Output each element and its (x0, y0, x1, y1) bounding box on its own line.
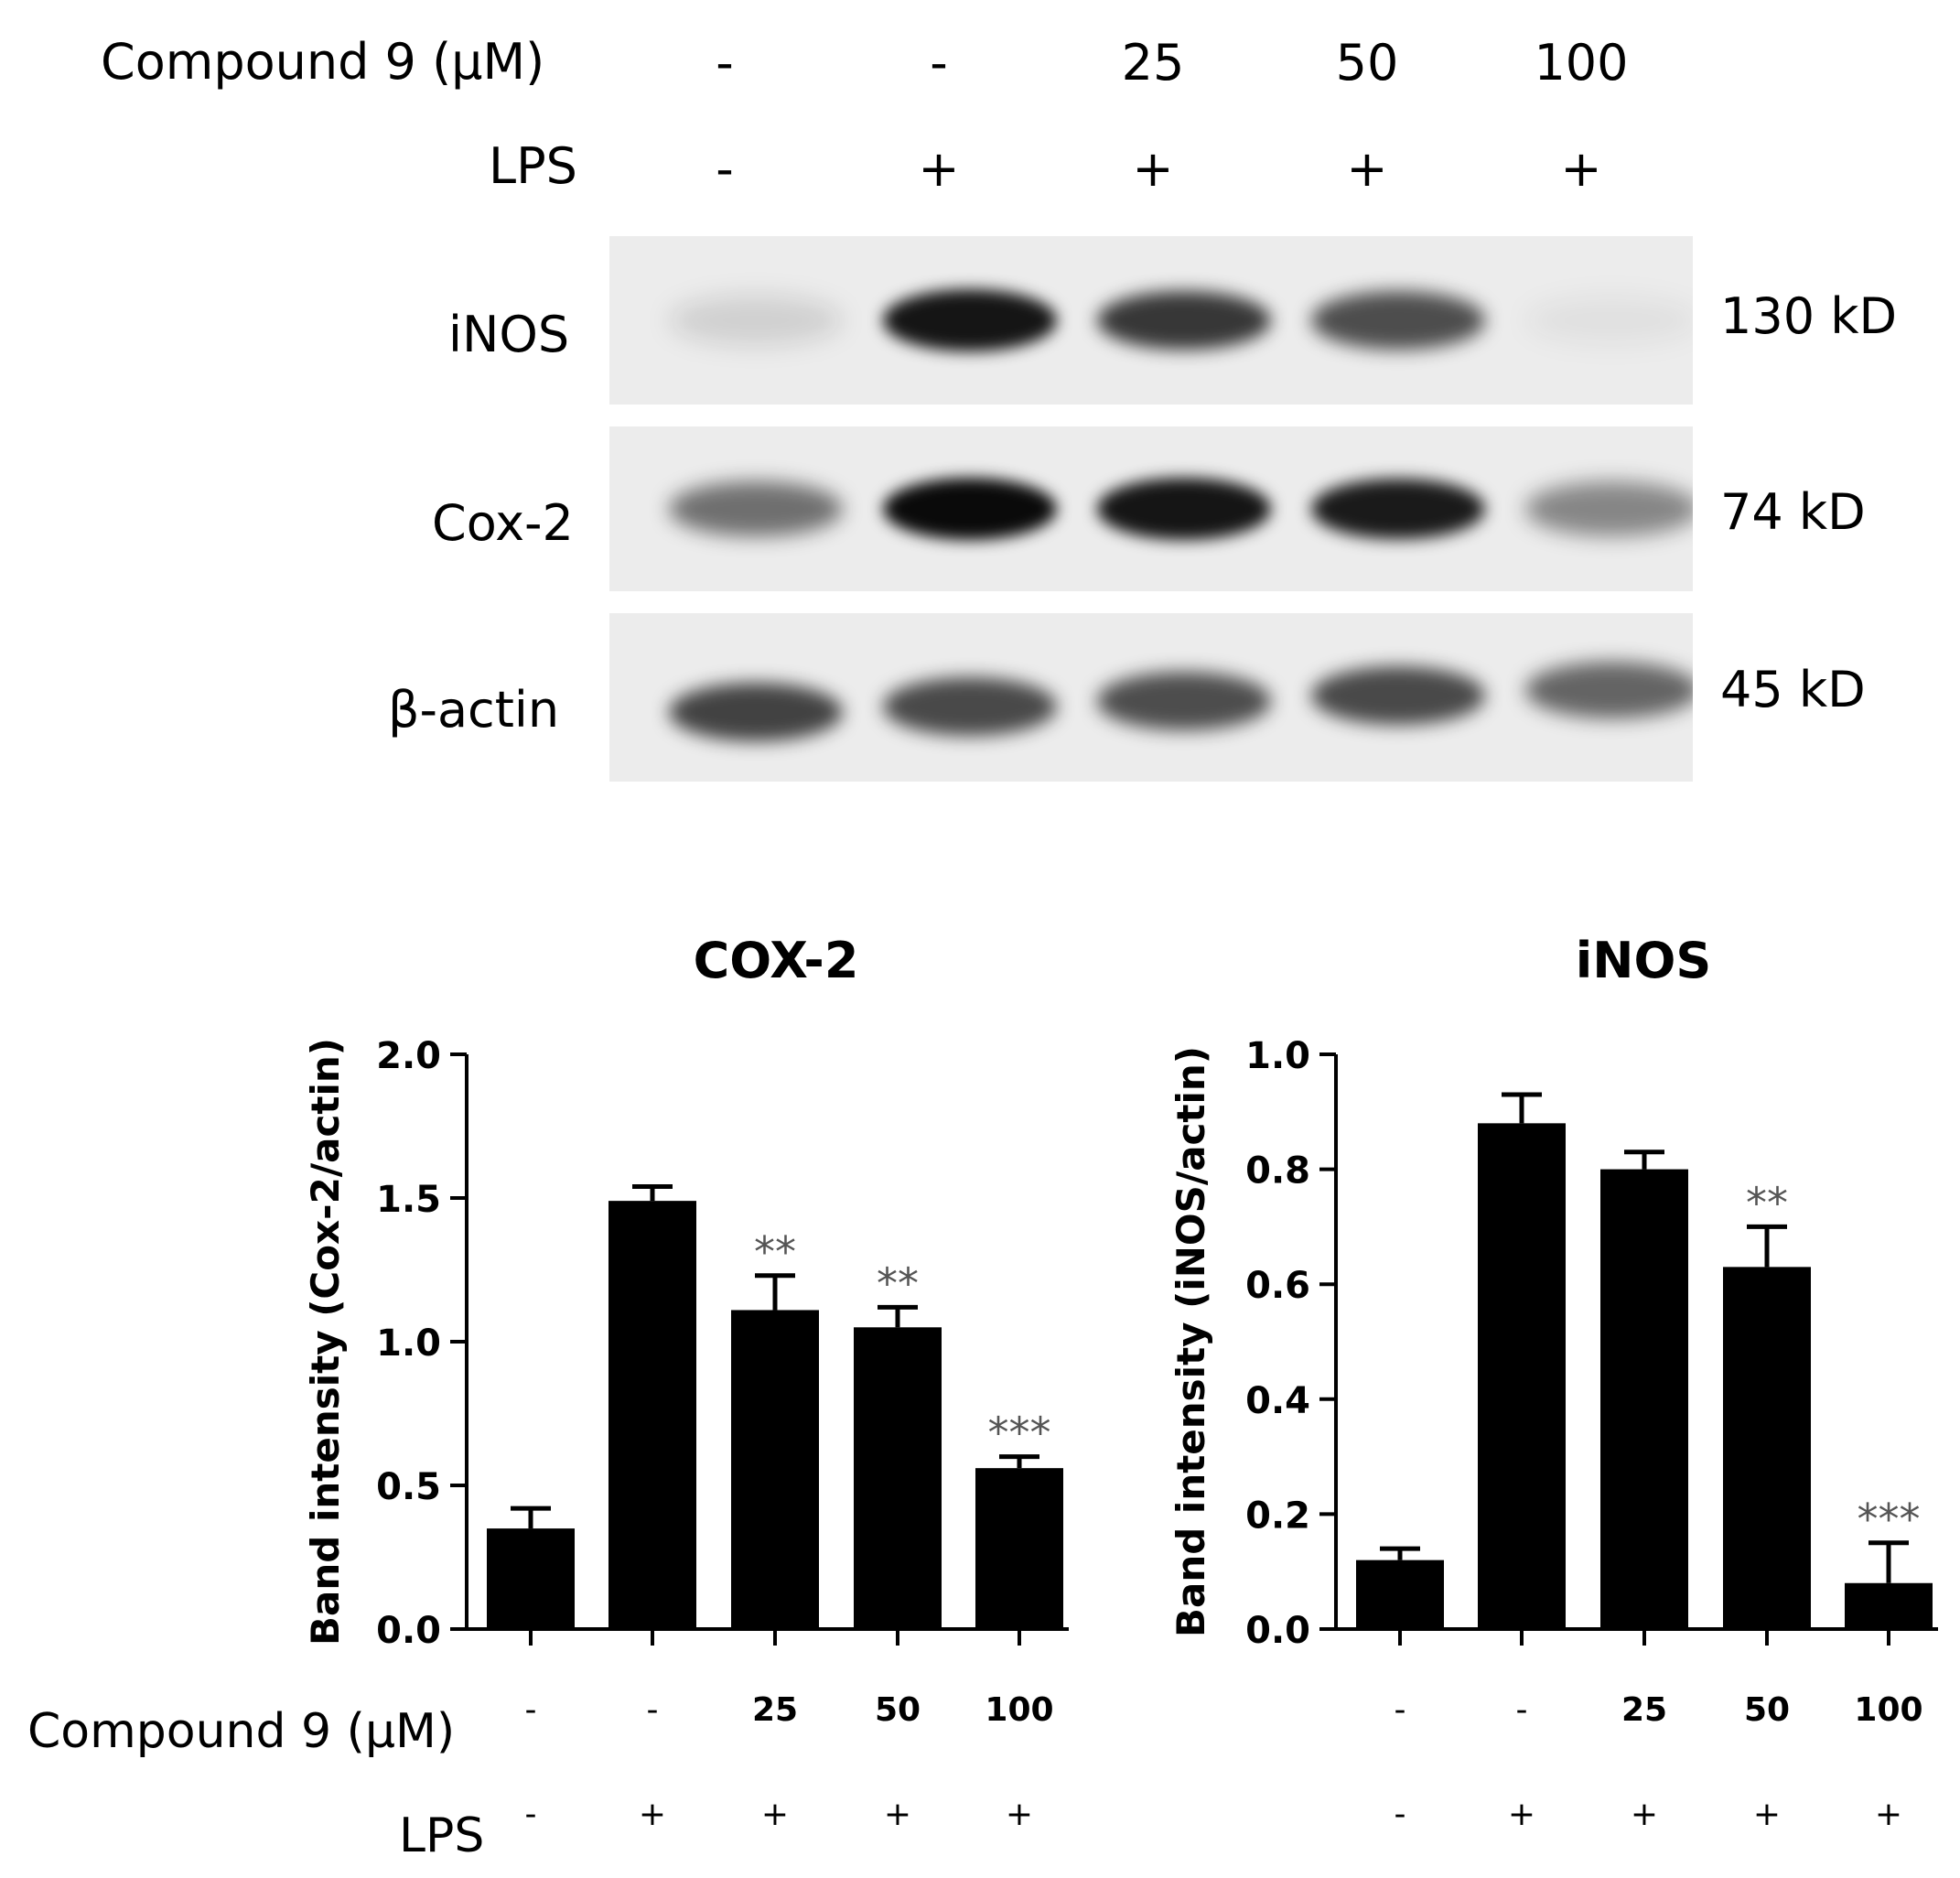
y-tick-label: 0.0 (376, 1610, 441, 1652)
significance-label: ** (754, 1227, 796, 1277)
y-tick-label: 0.2 (1245, 1495, 1310, 1537)
x-tick-label-lps: + (1508, 1796, 1535, 1833)
blot-band (1525, 662, 1693, 718)
y-tick-label: 0.4 (1245, 1380, 1310, 1422)
blot-size-label: 130 kD (1720, 287, 1898, 345)
blot-band (1311, 478, 1485, 540)
blot-band (1525, 481, 1693, 536)
bar (487, 1528, 575, 1629)
blot-band (1311, 291, 1485, 350)
x-tick-label-lps: + (1875, 1796, 1902, 1833)
significance-label: *** (988, 1408, 1051, 1458)
blot-compound-value: - (930, 34, 948, 92)
blot-lps-value: + (1346, 140, 1388, 198)
x-tick-label-lps: + (884, 1796, 911, 1833)
blot-band (1097, 672, 1271, 730)
blot-strip-inos (609, 236, 1693, 405)
blot-size-label: 74 kD (1720, 483, 1866, 541)
bar (731, 1310, 819, 1629)
blot-compound-value: 50 (1335, 34, 1399, 92)
blot-lps-value: - (716, 140, 734, 198)
y-axis-label: Band intensity (Cox-2/actin) (303, 1038, 348, 1646)
x-tick-label-compound: 25 (752, 1691, 798, 1729)
chart-lps-label: LPS (399, 1808, 485, 1863)
x-tick-label-lps: + (1006, 1796, 1033, 1833)
y-tick-label: 0.0 (1245, 1610, 1310, 1652)
blot-band (883, 478, 1057, 540)
x-tick-label-compound: - (1395, 1691, 1406, 1729)
blot-compound-value: - (716, 34, 734, 92)
blot-band (883, 289, 1057, 351)
blot-lps-label: LPS (489, 137, 577, 195)
blot-strip-cox2 (609, 426, 1693, 591)
blot-band (1097, 290, 1271, 351)
blot-protein-label: β-actin (388, 681, 560, 739)
bar (975, 1468, 1063, 1629)
significance-label: ** (877, 1258, 919, 1308)
blot-size-label: 45 kD (1720, 661, 1866, 718)
bar (1478, 1123, 1566, 1629)
blot-band (669, 480, 843, 537)
x-tick-label-lps: + (1631, 1796, 1658, 1833)
bar (1723, 1267, 1811, 1629)
y-axis-label: Band intensity (iNOS/actin) (1168, 1046, 1213, 1637)
x-tick-label-compound: 50 (875, 1691, 921, 1729)
blot-protein-label: iNOS (448, 306, 570, 363)
blot-band (669, 296, 843, 345)
blot-compound-label: Compound 9 (μM) (101, 33, 545, 91)
chart-compound-label: Compound 9 (μM) (27, 1704, 456, 1759)
blot-compound-value: 25 (1121, 34, 1185, 92)
x-tick-label-compound: 25 (1621, 1691, 1667, 1729)
blot-lps-value: + (918, 140, 960, 198)
x-tick-label-compound: 100 (985, 1691, 1053, 1729)
x-tick-label-lps: + (761, 1796, 789, 1833)
x-tick-label-lps: + (639, 1796, 666, 1833)
x-tick-label-compound: 100 (1854, 1691, 1922, 1729)
bar (1600, 1169, 1688, 1629)
y-tick-label: 1.0 (376, 1322, 441, 1365)
blot-band (1097, 478, 1271, 540)
blot-lps-value: + (1132, 140, 1174, 198)
blot-protein-label: Cox-2 (432, 494, 574, 552)
blot-band (1311, 666, 1485, 725)
blot-band (669, 683, 843, 741)
y-tick-label: 0.5 (376, 1466, 441, 1508)
y-tick-label: 1.0 (1245, 1035, 1310, 1077)
chart-title: iNOS (1576, 932, 1712, 989)
chart-title: COX-2 (694, 932, 859, 989)
x-tick-label-compound: 50 (1744, 1691, 1790, 1729)
y-tick-label: 1.5 (376, 1179, 441, 1221)
bar (1845, 1582, 1933, 1629)
bar (854, 1327, 942, 1629)
y-tick-label: 2.0 (376, 1035, 441, 1077)
y-tick-label: 0.8 (1245, 1150, 1310, 1193)
bar (1356, 1560, 1444, 1629)
x-tick-label-lps: - (1395, 1796, 1406, 1833)
significance-label: *** (1858, 1495, 1921, 1544)
bar (608, 1201, 696, 1629)
blot-strip-actin (609, 613, 1693, 782)
blot-compound-value: 100 (1534, 34, 1629, 92)
y-tick-label: 0.6 (1245, 1265, 1310, 1307)
x-tick-label-lps: - (525, 1796, 537, 1833)
blot-lps-value: + (1560, 140, 1602, 198)
blot-band (883, 677, 1057, 736)
x-tick-label-compound: - (1516, 1691, 1528, 1729)
x-tick-label-compound: - (647, 1691, 659, 1729)
x-tick-label-lps: + (1753, 1796, 1781, 1833)
blot-band (1525, 296, 1693, 345)
significance-label: ** (1746, 1178, 1788, 1227)
x-tick-label-compound: - (525, 1691, 537, 1729)
